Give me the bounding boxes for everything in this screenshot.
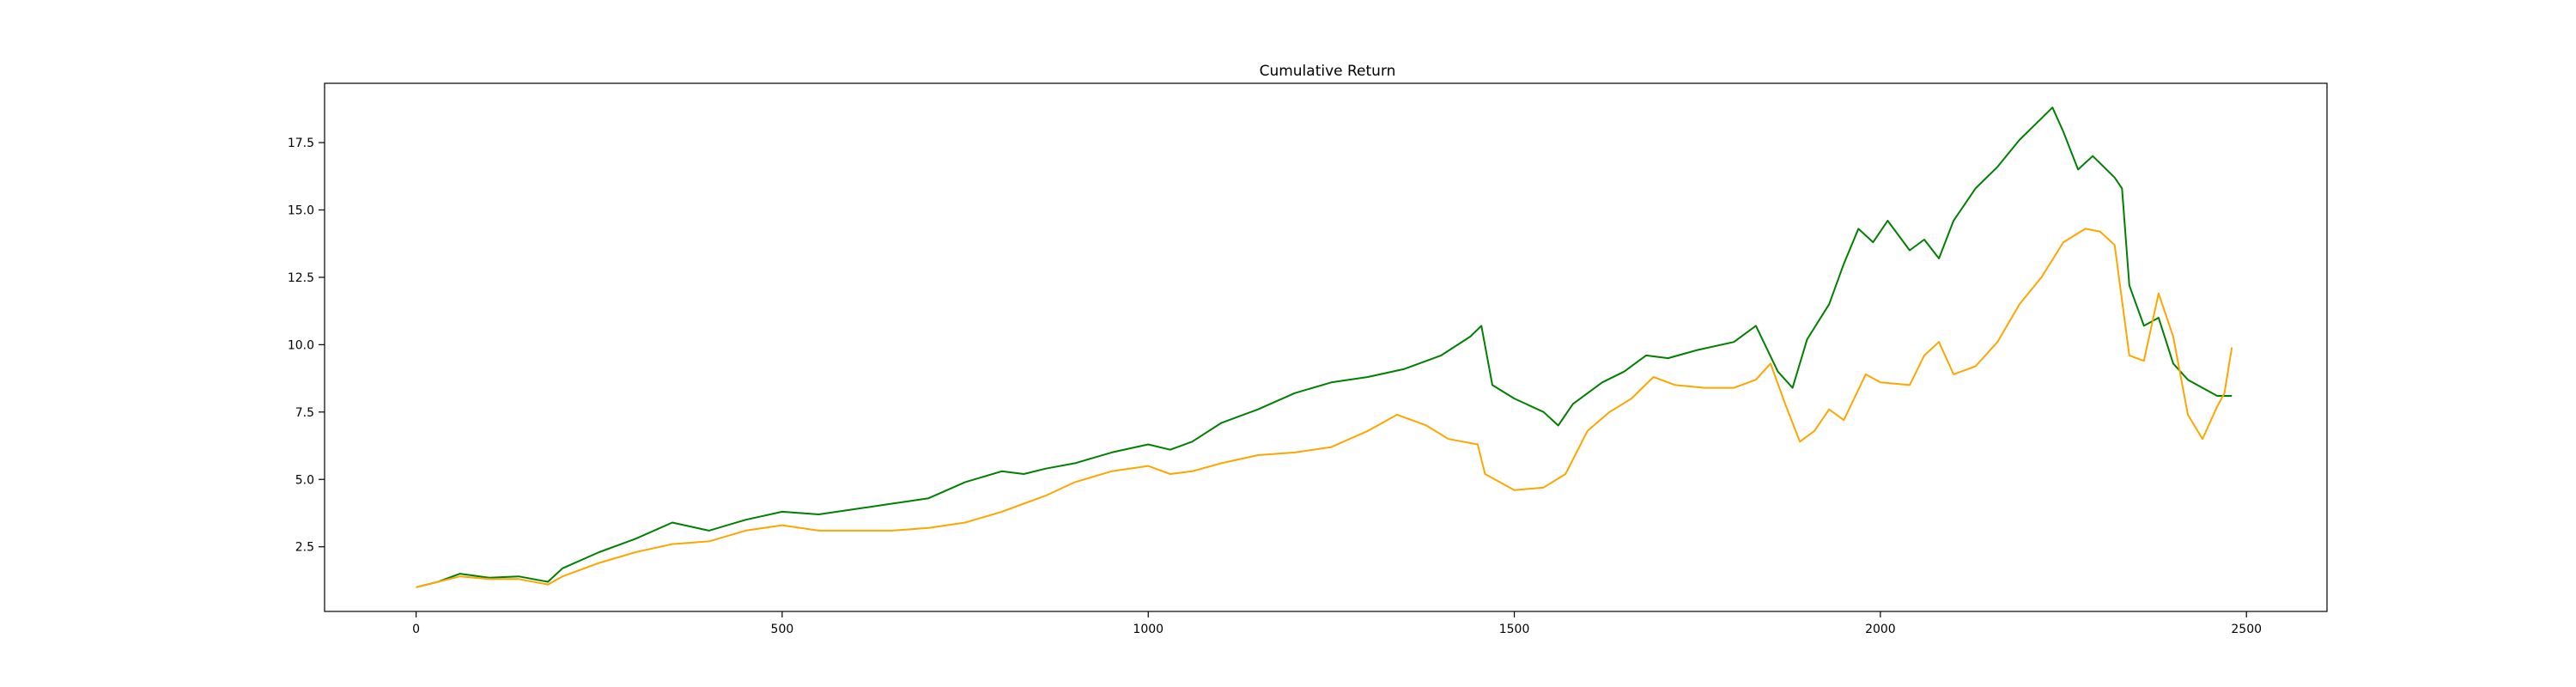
x-tick-label: 2000 <box>1865 623 1896 636</box>
y-tick-label: 12.5 <box>288 271 314 285</box>
y-tick-label: 17.5 <box>288 137 314 150</box>
y-tick-label: 7.5 <box>295 406 314 420</box>
y-axis: 2.5 5.0 7.5 10.0 12.5 15.0 17.5 <box>288 137 325 555</box>
x-tick-label: 0 <box>412 623 420 636</box>
x-tick-label: 2500 <box>2231 623 2262 636</box>
x-tick-label: 500 <box>771 623 794 636</box>
series-line-0 <box>416 106 2233 588</box>
chart-title: Cumulative Return <box>1260 63 1396 80</box>
y-tick-label: 2.5 <box>295 541 314 555</box>
y-tick-label: 10.0 <box>288 338 314 352</box>
y-tick-label: 5.0 <box>295 473 314 487</box>
x-tick-label: 1500 <box>1499 623 1530 636</box>
series-layer <box>416 106 2233 588</box>
x-tick-label: 1000 <box>1133 623 1163 636</box>
series-line-1 <box>416 228 2233 588</box>
plot-area <box>324 82 2328 612</box>
y-tick-label: 15.0 <box>288 204 314 217</box>
x-axis: 0 500 1000 1500 2000 2500 <box>412 611 2262 636</box>
